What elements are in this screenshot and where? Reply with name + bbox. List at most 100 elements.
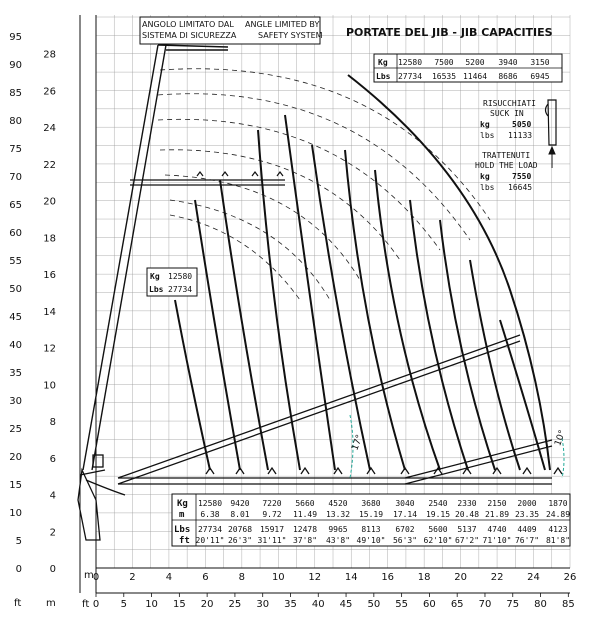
up-arrow-icon (548, 145, 556, 168)
y-tick-m: 0 (50, 564, 56, 575)
hook-marker (366, 466, 376, 475)
x-unit-m: m (84, 570, 94, 581)
table-lbs-value: 9965 (328, 525, 347, 534)
hook-marker (553, 466, 563, 475)
table-kg-value: 9420 (230, 499, 249, 508)
x-tick-ft: 35 (284, 599, 297, 610)
x-tick-ft: 45 (340, 599, 353, 610)
chart-title: PORTATE DEL JIB - JIB CAPACITIES (346, 26, 553, 39)
x-tick-ft: 85 (562, 599, 575, 610)
table-kg-value: 2330 (457, 499, 476, 508)
boom-kg: 12580 (168, 272, 192, 281)
jib-caps-kg-value: 12580 (398, 58, 422, 67)
y-tick-ft: 40 (9, 340, 22, 351)
angle-it-line2: SISTEMA DI SICUREZZA (142, 31, 237, 40)
table-lbs-value: 20768 (228, 525, 252, 534)
hold-lbs-label: lbs (480, 183, 495, 192)
jib-caps-lbs-value: 16535 (432, 72, 456, 81)
table-kg-value: 2000 (517, 499, 536, 508)
hook-marker (433, 466, 443, 475)
x-tick-ft: 15 (173, 599, 186, 610)
table-kg-value: 7220 (262, 499, 281, 508)
hook-marker-upper (221, 171, 229, 177)
table-kg-value: 3680 (361, 499, 380, 508)
hook-marker (205, 466, 215, 475)
x-tick-m: 24 (527, 572, 540, 583)
table-m-value: 9.72 (262, 510, 281, 519)
table-kg-value: 12580 (198, 499, 222, 508)
table-ft-value: 71'10" (483, 536, 512, 545)
y-tick-m: 12 (43, 344, 56, 355)
x-axis-m-ticks: 0 2 4 6 8 10 12 14 16 18 20 22 24 26 (93, 572, 577, 583)
jib-caps-kg-value: 7500 (434, 58, 453, 67)
table-lbs-value: 5600 (428, 525, 447, 534)
hook-marker (267, 466, 277, 475)
y-tick-m: 4 (50, 491, 56, 502)
y-tick-ft: 30 (9, 396, 22, 407)
angle-en-line1: ANGLE LIMITED BY (245, 20, 319, 29)
y-tick-m: 14 (43, 307, 56, 318)
table-kg-value: 4520 (328, 499, 347, 508)
y-tick-ft: 65 (9, 200, 22, 211)
x-tick-ft: 20 (201, 599, 214, 610)
x-tick-m: 8 (239, 572, 245, 583)
angle-en-line2: SAFETY SYSTEM (258, 31, 323, 40)
x-tick-m: 4 (166, 572, 172, 583)
suck-lbs-label: lbs (480, 131, 495, 140)
suck-lbs: 11133 (508, 131, 532, 140)
main-boom (79, 44, 229, 476)
table-ft-value: 43'8" (326, 536, 350, 545)
envelope-curves (174, 74, 551, 471)
jib-caps-kg-value: 3150 (530, 58, 549, 67)
table-lbs-value: 15917 (260, 525, 284, 534)
table-ft-value: 56'3" (393, 536, 417, 545)
suck-title2: SUCK IN (490, 109, 524, 118)
y-tick-ft: 5 (16, 536, 22, 547)
x-tick-ft: 55 (395, 599, 408, 610)
x-tick-ft: 30 (256, 599, 269, 610)
table-ft-value: 26'3" (228, 536, 252, 545)
x-tick-ft: 25 (229, 599, 242, 610)
angle-arc-10 (561, 437, 565, 479)
y-tick-ft: 35 (9, 368, 22, 379)
x-tick-m: 18 (418, 572, 431, 583)
y-tick-ft: 95 (9, 32, 22, 43)
x-tick-ft: 65 (451, 599, 464, 610)
jib-raised (117, 334, 553, 485)
table-ft-value: 62'10" (424, 536, 453, 545)
x-tick-ft: 80 (534, 599, 547, 610)
jib-caps-lbs-label: Lbs (376, 72, 391, 81)
jib-caps-kg-value: 5200 (465, 58, 484, 67)
hold-lbs: 16645 (508, 183, 532, 192)
angle-it-line1: ANGOLO LIMITATO DAL (142, 20, 234, 29)
table-kg-value: 2540 (428, 499, 447, 508)
table-kg-value: 5660 (295, 499, 314, 508)
table-kg-value: 1870 (548, 499, 567, 508)
y-tick-ft: 60 (9, 228, 22, 239)
hook-marker-upper (251, 171, 259, 177)
crane-base (77, 454, 126, 541)
x-tick-m: 10 (272, 572, 285, 583)
angle-arc-17 (349, 414, 354, 479)
y-tick-ft: 0 (16, 564, 22, 575)
table-ft-value: 49'10" (357, 536, 386, 545)
x-tick-m: 16 (381, 572, 394, 583)
x-tick-ft: 70 (479, 599, 492, 610)
y-tick-ft: 55 (9, 256, 22, 267)
y-tick-ft: 15 (9, 480, 22, 491)
table-lbs-value: 4409 (517, 525, 536, 534)
y-tick-m: 8 (50, 417, 56, 428)
y-tick-ft: 25 (9, 424, 22, 435)
boom-kg-label: Kg (150, 272, 160, 281)
boom-lbs: 27734 (168, 285, 192, 294)
table-m-label: m (179, 510, 185, 520)
table-ft-value: 81'8" (546, 536, 570, 545)
y-axis-ft-ticks: 0 5 10 15 20 25 30 35 40 45 50 55 60 65 70 75 80 85 90 95 (9, 32, 22, 575)
table-ft-value: 20'11" (196, 536, 225, 545)
table-m-value: 23.35 (515, 510, 539, 519)
x-tick-ft: 75 (506, 599, 519, 610)
table-ft-value: 76'7" (515, 536, 539, 545)
x-unit-ft: ft (82, 599, 89, 610)
table-ft-label: ft (179, 536, 190, 546)
